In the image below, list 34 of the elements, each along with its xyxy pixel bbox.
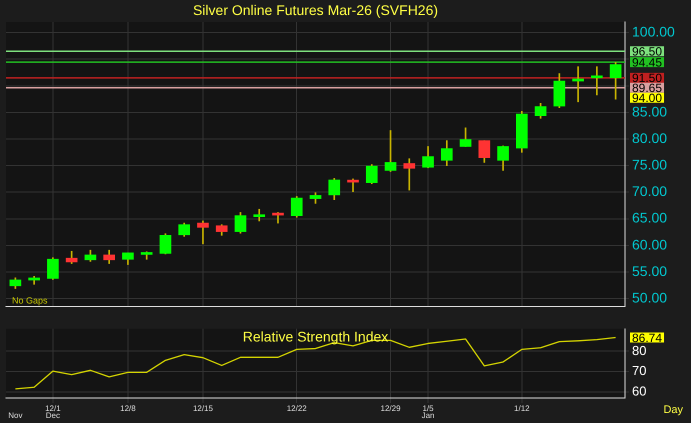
candlestick xyxy=(272,212,284,224)
x-tick-label: 12/8 xyxy=(120,404,136,414)
ref-line-label: 94.45 xyxy=(632,55,662,70)
y-tick-label: 60.00 xyxy=(632,236,668,252)
candlestick xyxy=(347,178,359,192)
text: 86.74 xyxy=(632,330,662,345)
text: Nov xyxy=(8,411,22,420)
chart-title: Relative Strength Index xyxy=(242,328,388,345)
x-tick-label: 12/22 xyxy=(286,404,308,414)
x-tick-label: 12/29 xyxy=(380,404,402,414)
candlestick xyxy=(384,130,396,172)
y-tick-label: 85.00 xyxy=(632,103,668,120)
x-tick-label: 12/15 xyxy=(192,404,214,414)
x-tick-label: 12/1 xyxy=(45,404,62,414)
x-tick-label: 1/12 xyxy=(514,404,530,414)
text: Dec xyxy=(46,411,60,420)
y-tick-label: 80 xyxy=(632,342,646,358)
y-tick-label: 100.00 xyxy=(632,24,676,40)
text: Jan xyxy=(422,411,434,420)
y-tick-label: 70.00 xyxy=(632,183,668,200)
ref-line-label: 96.50 xyxy=(632,44,662,59)
candlestick xyxy=(197,220,209,244)
y-tick-label: 70 xyxy=(632,363,646,378)
y-tick-label: 50.00 xyxy=(632,289,668,306)
text: 94.00 xyxy=(632,91,662,106)
x-tick-label: 1/5 xyxy=(422,404,434,414)
annotation: No Gaps xyxy=(12,296,48,306)
text: Day xyxy=(663,404,684,416)
chart-title: Silver Online Futures Mar-26 (SVFH26) xyxy=(192,2,438,18)
y-tick-label: 60 xyxy=(632,383,646,398)
y-tick-label: 75.00 xyxy=(632,156,668,172)
y-tick-label: 55.00 xyxy=(632,262,668,279)
y-tick-label: 80.00 xyxy=(632,130,668,146)
y-tick-label: 65.00 xyxy=(632,210,668,226)
